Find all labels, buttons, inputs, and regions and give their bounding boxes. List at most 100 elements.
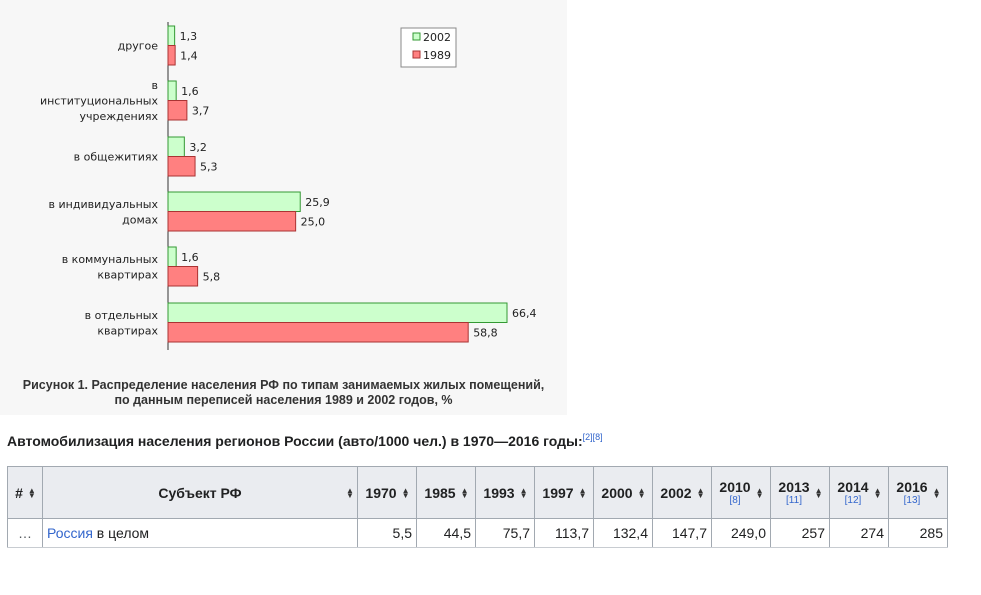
bar-1989	[167, 45, 176, 66]
column-header-year[interactable]: 1993 ▲ ▼	[475, 466, 535, 519]
data-label: 5,3	[200, 161, 218, 174]
bar-1989	[167, 156, 196, 177]
sort-icon[interactable]: ▲ ▼	[637, 485, 646, 500]
sort-icon[interactable]: ▲ ▼	[696, 485, 705, 500]
category-label: в коммунальных	[62, 253, 159, 266]
column-header-year[interactable]: 1985 ▲ ▼	[416, 466, 476, 519]
figure-caption-line: Рисунок 1. Распределение населения РФ по…	[22, 378, 545, 392]
legend-swatch	[412, 32, 421, 41]
value-cell: 285	[888, 518, 948, 548]
column-header-label: 1985	[424, 484, 456, 501]
category-label: другое	[118, 40, 159, 53]
column-header-label: Субъект РФ	[158, 484, 242, 501]
column-header-year[interactable]: 2000 ▲ ▼	[593, 466, 653, 519]
subject-cell: Россия в целом	[42, 518, 358, 548]
bar-chart: другое 1,3 1,4 в институциональных учреждения…	[40, 22, 537, 350]
sort-icon[interactable]: ▲ ▼	[755, 485, 764, 500]
column-header-number[interactable]: # ▲ ▼	[7, 466, 43, 519]
value-cell: 274	[829, 518, 889, 548]
column-header-subject[interactable]: Субъект РФ ▲ ▼	[42, 466, 358, 519]
subject-suffix: в целом	[92, 525, 150, 541]
bar-1989	[167, 322, 469, 343]
sort-icon[interactable]: ▲ ▼	[27, 485, 36, 500]
column-header-year[interactable]: 2010 [8] ▲ ▼	[711, 466, 771, 519]
column-header-year[interactable]: 1970 ▲ ▼	[357, 466, 417, 519]
category-label: квартирах	[97, 268, 158, 281]
sort-icon[interactable]: ▲ ▼	[932, 485, 941, 500]
value-cell: 147,7	[652, 518, 712, 548]
data-label: 3,7	[192, 105, 210, 118]
data-label: 1,3	[180, 30, 198, 43]
table-row: … Россия в целом 5,5 44,5 75,7 113,7 132…	[7, 518, 948, 548]
row-number: …	[7, 518, 43, 548]
bar-2002	[167, 191, 301, 212]
sort-icon[interactable]: ▲ ▼	[578, 485, 587, 500]
column-header-label: 2016	[896, 478, 928, 495]
section-heading-text: Автомобилизация населения регионов Росси…	[7, 433, 583, 449]
legend-box	[400, 27, 457, 68]
column-header-year[interactable]: 2016 [13] ▲ ▼	[888, 466, 948, 519]
bar-1989	[167, 266, 199, 287]
value-cell: 257	[770, 518, 830, 548]
sort-icon[interactable]: ▲ ▼	[873, 485, 882, 500]
sort-icon[interactable]: ▲ ▼	[814, 485, 823, 500]
sort-icon[interactable]: ▲ ▼	[401, 485, 410, 500]
sort-icon[interactable]: ▲ ▼	[519, 485, 528, 500]
category-label: учреждениях	[79, 110, 158, 123]
column-header-year[interactable]: 1997 ▲ ▼	[534, 466, 594, 519]
sort-icon[interactable]: ▲ ▼	[346, 485, 354, 500]
column-header-label: 1993	[483, 484, 515, 501]
section-heading: Автомобилизация населения регионов Росси…	[7, 432, 603, 449]
chart-figure: другое 1,3 1,4 в институциональных учреждения…	[0, 0, 567, 415]
column-header-label: 2010	[719, 478, 751, 495]
legend-swatch	[412, 50, 421, 59]
figure-caption-line: по данным переписей населения 1989 и 200…	[114, 393, 453, 407]
bar-1989	[167, 211, 297, 232]
reference-link[interactable]: [13]	[903, 494, 921, 506]
bar-2002	[167, 80, 177, 101]
legend-label: 1989	[423, 49, 451, 62]
sort-icon[interactable]: ▲ ▼	[460, 485, 469, 500]
category-label: в индивидуальных	[49, 198, 159, 211]
category-label: институциональных	[40, 95, 159, 108]
data-label: 1,6	[181, 251, 199, 264]
bar-2002	[167, 302, 508, 323]
value-cell: 132,4	[593, 518, 653, 548]
column-header-label: #	[15, 484, 23, 501]
value-cell: 44,5	[416, 518, 476, 548]
category-label: в отдельных	[85, 309, 159, 322]
data-label: 58,8	[473, 327, 498, 340]
subject-link[interactable]: Россия	[47, 525, 93, 541]
column-header-label: 2000	[601, 484, 633, 501]
column-header-year[interactable]: 2014 [12] ▲ ▼	[829, 466, 889, 519]
column-header-label: 2014	[837, 478, 869, 495]
value-cell: 249,0	[711, 518, 771, 548]
category-label: квартирах	[97, 324, 158, 337]
data-label: 1,4	[180, 50, 198, 63]
column-header-year[interactable]: 2002 ▲ ▼	[652, 466, 712, 519]
figure-caption: Рисунок 1. Распределение населения РФ по…	[0, 378, 567, 408]
value-cell: 113,7	[534, 518, 594, 548]
data-label: 5,8	[203, 271, 221, 284]
column-header-label: 2013	[778, 478, 810, 495]
data-label: 25,0	[301, 216, 326, 229]
reference-link[interactable]: [12]	[844, 494, 862, 506]
table-header-row: # ▲ ▼ Субъект РФ ▲ ▼ 1970 ▲ ▼ 1985 ▲ ▼ 1993 ▲ ▼ 19…	[7, 466, 948, 519]
bar-2002	[167, 136, 185, 157]
reference-link[interactable]: [11]	[786, 494, 802, 506]
reference-links[interactable]: [2][8]	[582, 432, 603, 442]
data-label: 3,2	[189, 141, 207, 154]
category-label: в	[152, 79, 158, 92]
reference-link[interactable]: [8]	[729, 494, 741, 506]
column-header-label: 1997	[542, 484, 574, 501]
bar-2002	[167, 246, 177, 267]
value-cell: 75,7	[475, 518, 535, 548]
column-header-year[interactable]: 2013 [11] ▲ ▼	[770, 466, 830, 519]
data-label: 1,6	[181, 85, 199, 98]
data-label: 66,4	[512, 307, 537, 320]
category-label: в общежитиях	[74, 151, 159, 164]
column-header-label: 1970	[365, 484, 397, 501]
bar-2002	[167, 25, 176, 46]
bar-1989	[167, 100, 188, 121]
column-header-label: 2002	[660, 484, 692, 501]
